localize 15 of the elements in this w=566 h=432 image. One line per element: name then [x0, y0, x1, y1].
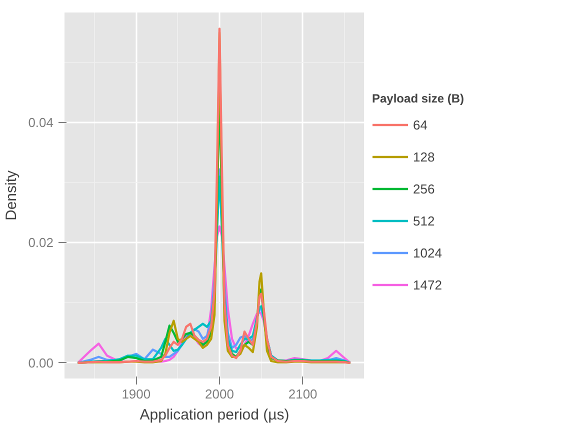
legend-label: 1024	[413, 245, 443, 260]
y-tick-label: 0.00	[28, 355, 54, 370]
x-tick-label: 1900	[122, 386, 151, 402]
x-tick-label: 2100	[288, 386, 318, 402]
x-tick-label: 2000	[205, 386, 234, 402]
y-axis-title: Density	[3, 170, 20, 221]
legend-label: 64	[413, 117, 428, 132]
legend-title: Payload size (B)	[372, 92, 464, 106]
legend-label: 128	[413, 149, 436, 164]
legend-label: 256	[413, 181, 436, 196]
legend-label: 512	[413, 213, 436, 228]
legend-label: 1472	[413, 277, 443, 292]
y-tick-label: 0.02	[28, 235, 54, 250]
x-axis-title: Application period (µs)	[140, 406, 290, 424]
y-tick-label: 0.04	[28, 114, 54, 130]
